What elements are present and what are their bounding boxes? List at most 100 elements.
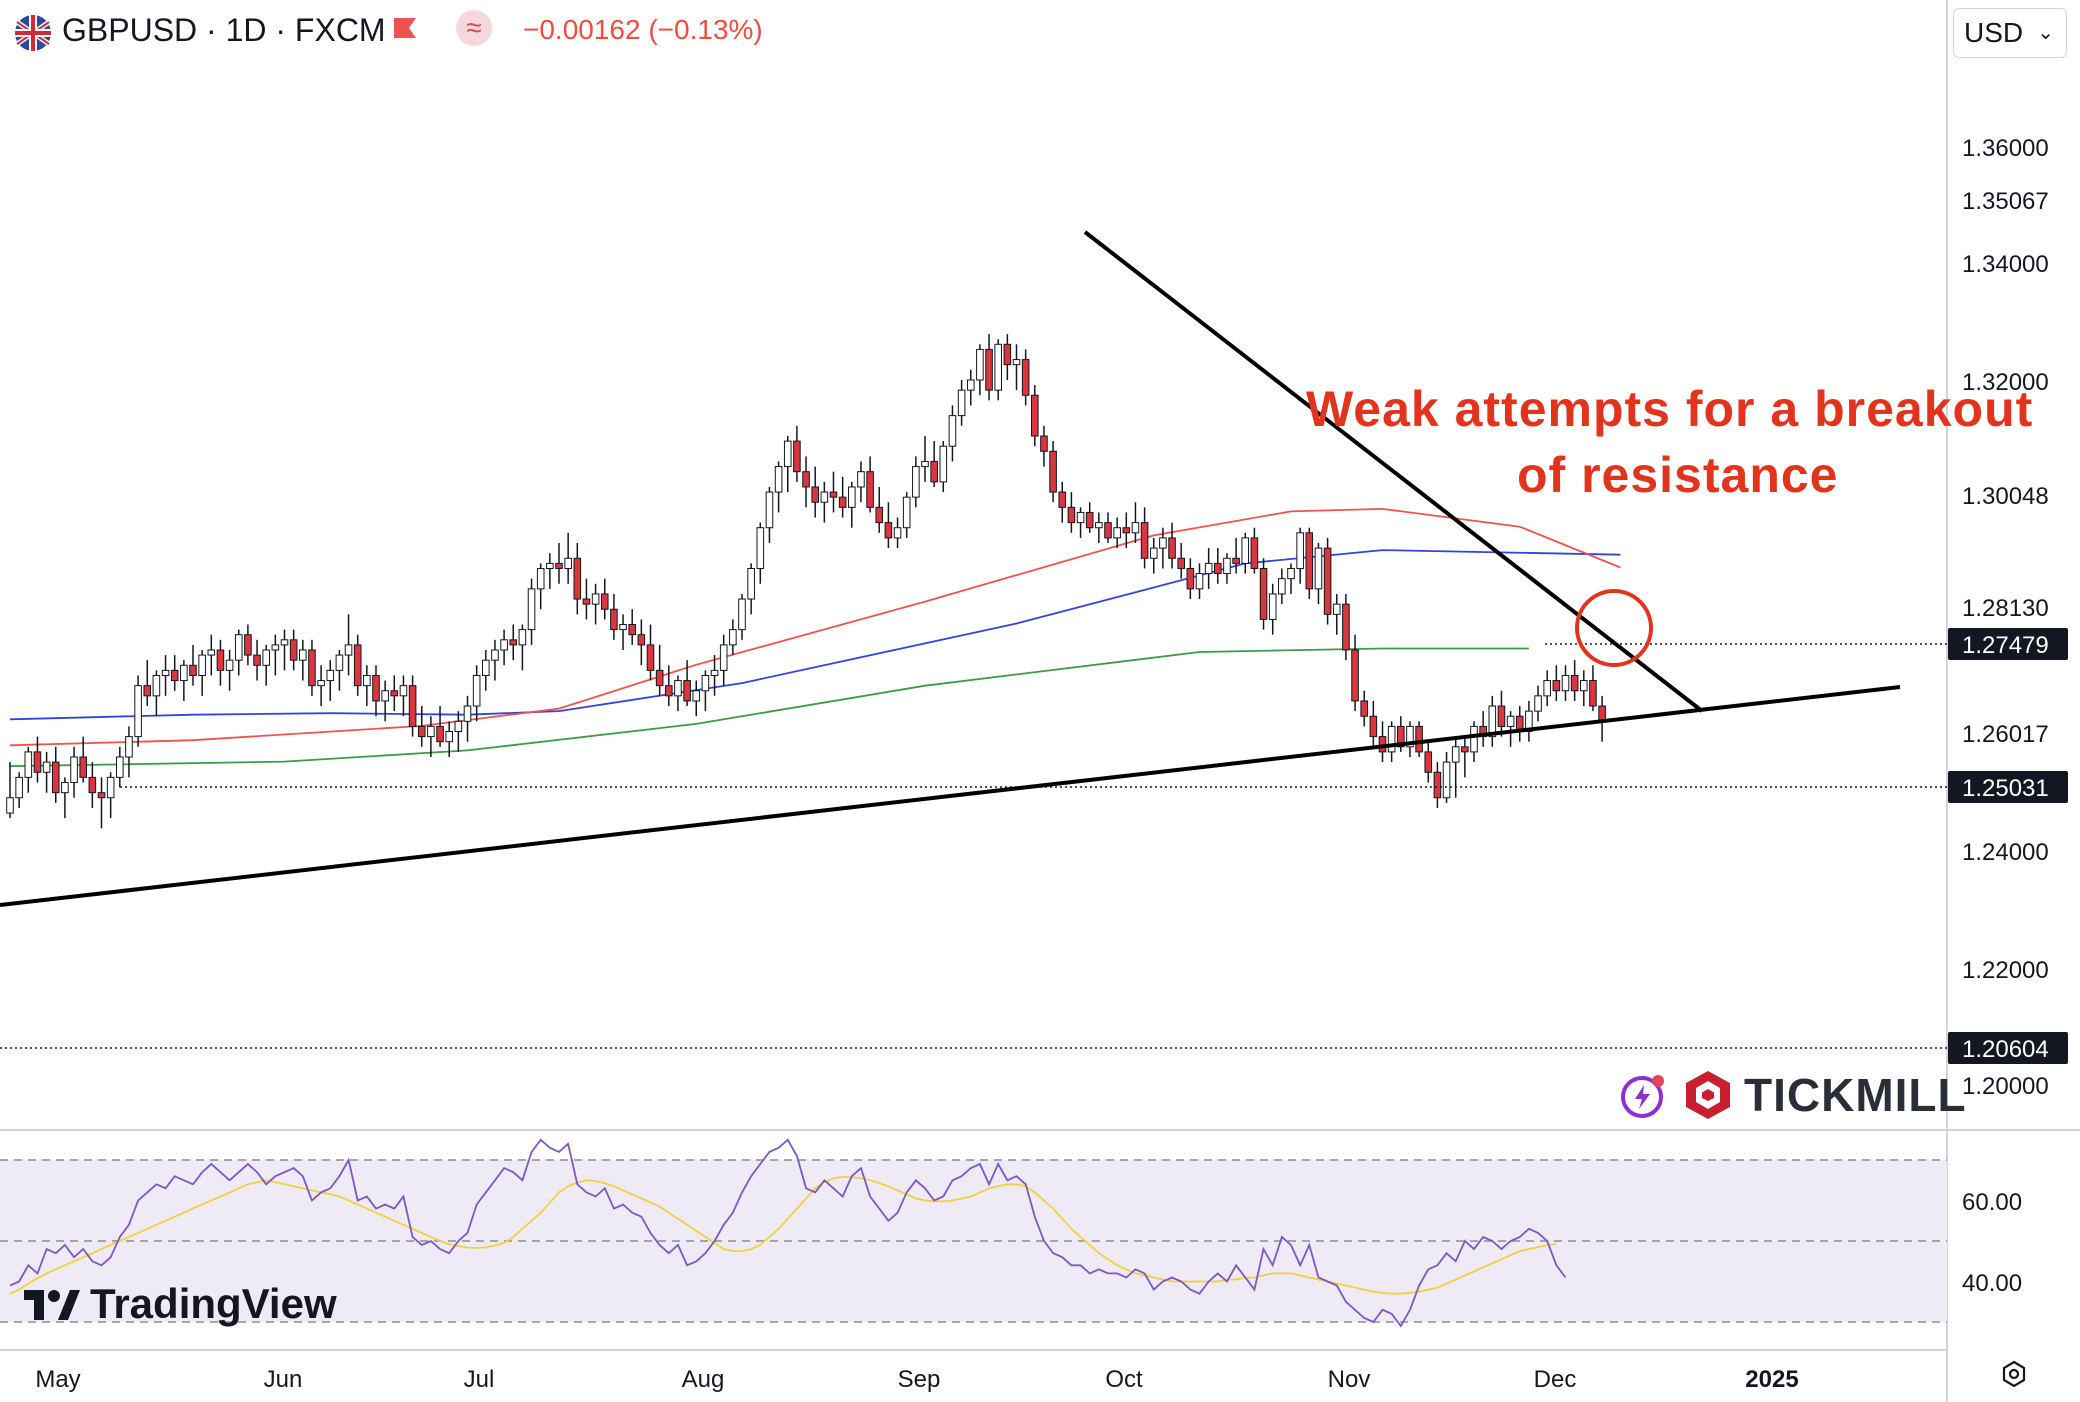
- candle: [308, 639, 316, 696]
- price-tick: 1.24000: [1962, 839, 2049, 866]
- candle: [1204, 548, 1213, 589]
- time-tick: Aug: [682, 1366, 725, 1393]
- tickmill-logo: TICKMILL: [1620, 1068, 1967, 1122]
- annotation-line-2: of resistance: [1517, 447, 1839, 503]
- candle: [79, 736, 88, 783]
- symbol-title[interactable]: GBPUSD · 1D · FXCM: [62, 12, 386, 48]
- annotation-line-1: Weak attempts for a breakout: [1306, 381, 2034, 437]
- candle: [948, 405, 957, 462]
- candle: [1515, 706, 1524, 742]
- moving-averages: [9, 507, 1621, 768]
- candle: [1168, 522, 1176, 569]
- candle: [701, 670, 710, 712]
- candle: [353, 634, 362, 696]
- resistance-trendline[interactable]: [1083, 230, 1704, 713]
- candle: [216, 639, 225, 686]
- candle: [1323, 537, 1332, 625]
- tradingview-logo: TradingView: [22, 1280, 337, 1328]
- candle: [756, 522, 765, 584]
- candle: [61, 777, 69, 819]
- candle: [417, 706, 426, 747]
- candle: [180, 660, 188, 701]
- candle: [738, 593, 746, 640]
- candle: [1085, 502, 1094, 533]
- price-tick: 1.35067: [1962, 188, 2049, 215]
- candle: [646, 624, 655, 681]
- candle: [610, 593, 618, 640]
- breakout-circle: [1575, 589, 1653, 667]
- currency-label: USD: [1964, 17, 2024, 48]
- currency-select[interactable]: USD ⌄: [1953, 8, 2067, 58]
- candle: [1287, 563, 1295, 594]
- price-tick: 1.22000: [1962, 957, 2049, 984]
- candle: [536, 563, 545, 610]
- candle: [985, 334, 993, 401]
- candle: [1104, 512, 1112, 544]
- candle: [1461, 736, 1469, 778]
- rsi-axis-ticks: 60.00 40.00: [1962, 1189, 2022, 1297]
- candle: [1479, 711, 1487, 747]
- candle: [1223, 553, 1231, 584]
- candle: [1214, 548, 1222, 584]
- candle: [518, 624, 527, 671]
- settings-icon[interactable]: [2000, 1360, 2028, 1388]
- candle: [280, 629, 289, 671]
- candle: [207, 634, 216, 676]
- candle: [783, 436, 792, 493]
- candle: [335, 649, 344, 691]
- candle: [427, 716, 435, 757]
- candle: [1525, 700, 1533, 742]
- candle: [1506, 711, 1515, 747]
- candle: [683, 660, 691, 707]
- candle: [1186, 558, 1195, 600]
- candle: [1113, 517, 1121, 549]
- candle: [811, 466, 820, 518]
- candle: [564, 532, 572, 584]
- candle: [1451, 736, 1460, 798]
- red-flag-icon[interactable]: [392, 16, 418, 42]
- bolt-icon: [1621, 1075, 1664, 1118]
- candle: [1149, 537, 1158, 574]
- svg-text:1.25031: 1.25031: [1962, 775, 2049, 802]
- candle: [1406, 721, 1414, 757]
- candle: [1095, 512, 1103, 544]
- price-change: −0.00162 (−0.13%): [523, 14, 763, 45]
- candle: [1570, 660, 1579, 701]
- candle: [1488, 695, 1497, 747]
- candle: [1012, 344, 1021, 391]
- candle: [1580, 670, 1588, 707]
- candle: [1177, 543, 1186, 579]
- price-tick: 1.20000: [1962, 1073, 2049, 1100]
- candle: [875, 486, 884, 533]
- candle: [134, 675, 142, 747]
- candle: [747, 563, 755, 615]
- candle: [1543, 670, 1552, 707]
- candle: [774, 461, 783, 513]
- candle: [372, 665, 380, 717]
- candle: [24, 746, 33, 793]
- candle: [1021, 349, 1030, 406]
- support-trendline[interactable]: [0, 685, 1901, 907]
- rsi-lines: [9, 1138, 1567, 1328]
- candle: [765, 486, 774, 544]
- candle: [1305, 527, 1314, 600]
- price-tick: 1.28130: [1962, 595, 2049, 622]
- candle: [838, 476, 847, 518]
- candle: [70, 746, 78, 798]
- time-tick: Dec: [1534, 1366, 1577, 1393]
- candle: [1076, 507, 1085, 538]
- candle: [1415, 721, 1423, 757]
- candle: [1378, 721, 1387, 763]
- candle: [628, 609, 637, 645]
- candle: [1598, 695, 1606, 742]
- approx-badge[interactable]: ≈: [456, 10, 492, 46]
- candle: [363, 665, 371, 707]
- candle: [793, 425, 801, 482]
- candle: [1332, 593, 1341, 635]
- svg-text:1.27479: 1.27479: [1962, 632, 2049, 659]
- candle: [546, 553, 554, 589]
- candle: [289, 629, 298, 671]
- candle: [1561, 665, 1570, 701]
- candle: [1387, 721, 1396, 763]
